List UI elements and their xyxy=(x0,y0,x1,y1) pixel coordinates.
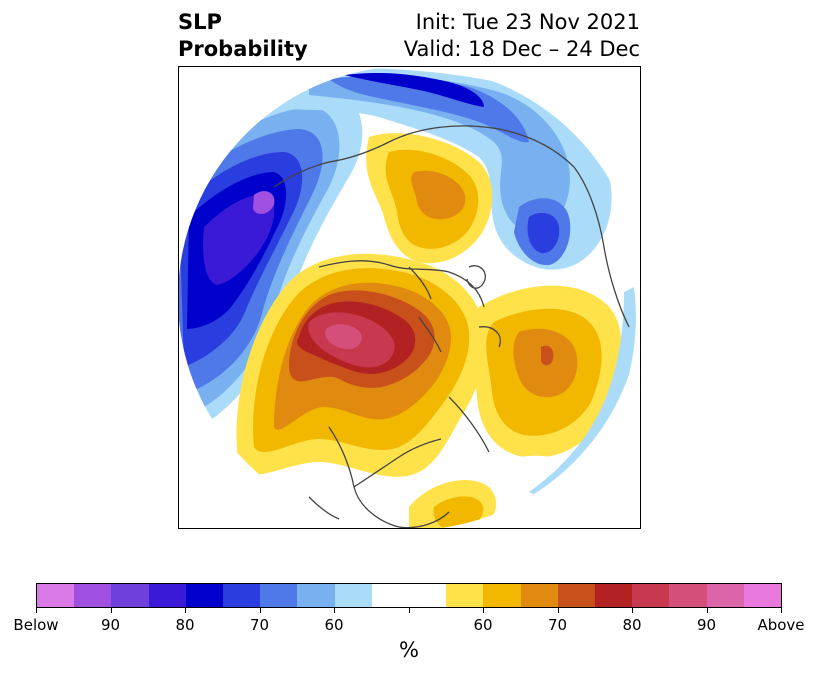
colorbar-segment xyxy=(483,584,521,607)
colorbar-tick xyxy=(408,608,410,613)
colorbar-segment xyxy=(595,584,633,607)
colorbar-segment xyxy=(371,584,410,607)
colorbar-tick-label: Below xyxy=(13,616,59,634)
colorbar-segment xyxy=(446,584,484,607)
colorbar-tick-label: 70 xyxy=(249,616,270,634)
probability-map xyxy=(178,66,641,529)
north-america-above-area xyxy=(219,253,486,528)
colorbar-tick xyxy=(110,608,112,613)
map-dates: Init: Tue 23 Nov 2021 Valid: 18 Dec – 24… xyxy=(404,9,640,63)
siberia-above-area xyxy=(366,133,493,264)
probability-fill xyxy=(179,67,640,528)
colorbar-segment xyxy=(148,584,186,607)
colorbar xyxy=(36,583,782,608)
colorbar-tick-label: Above xyxy=(757,616,805,634)
colorbar-tick xyxy=(632,608,633,613)
colorbar-segment xyxy=(185,584,224,607)
colorbar-segment xyxy=(74,584,112,607)
colorbar-tick-label: 70 xyxy=(547,616,568,634)
colorbar-segment xyxy=(520,584,558,607)
colorbar-segment xyxy=(669,584,707,607)
colorbar-tick-label: 80 xyxy=(175,616,195,634)
colorbar-segment xyxy=(297,584,335,607)
title-variable: SLP xyxy=(178,10,222,34)
colorbar-tick xyxy=(557,608,559,613)
colorbar-tick-label: 80 xyxy=(622,616,642,634)
colorbar-segment xyxy=(37,584,75,607)
coastlines xyxy=(273,125,630,528)
colorbar-tick xyxy=(259,608,261,613)
colorbar-segment xyxy=(260,584,298,607)
colorbar-segment xyxy=(706,584,744,607)
colorbar-tick-label: 90 xyxy=(100,616,121,634)
colorbar-tick-label: 60 xyxy=(473,616,493,634)
pacific-below-area xyxy=(179,86,363,427)
colorbar-segment xyxy=(334,584,372,607)
colorbar-tick xyxy=(334,608,335,613)
map-title: SLP Probability xyxy=(178,9,308,63)
colorbar-tick xyxy=(483,608,484,613)
title-product: Probability xyxy=(178,37,308,61)
colorbar-segment xyxy=(223,584,261,607)
colorbar-segment xyxy=(409,584,447,607)
colorbar-unit-label: % xyxy=(399,638,419,662)
valid-period: Valid: 18 Dec – 24 Dec xyxy=(403,37,640,61)
colorbar-segment xyxy=(557,584,596,607)
colorbar-tick-label: 60 xyxy=(324,616,344,634)
colorbar-segment xyxy=(743,584,782,607)
colorbar-tick xyxy=(185,608,186,613)
colorbar-segment xyxy=(111,584,149,607)
init-date: Init: Tue 23 Nov 2021 xyxy=(415,10,640,34)
colorbar-tick-label: 90 xyxy=(696,616,717,634)
colorbar-segment xyxy=(632,584,670,607)
colorbar-tick xyxy=(36,608,37,613)
map-svg xyxy=(179,67,640,528)
asia-below-area xyxy=(269,68,612,270)
colorbar-tick xyxy=(706,608,708,613)
colorbar-tick xyxy=(781,608,782,613)
